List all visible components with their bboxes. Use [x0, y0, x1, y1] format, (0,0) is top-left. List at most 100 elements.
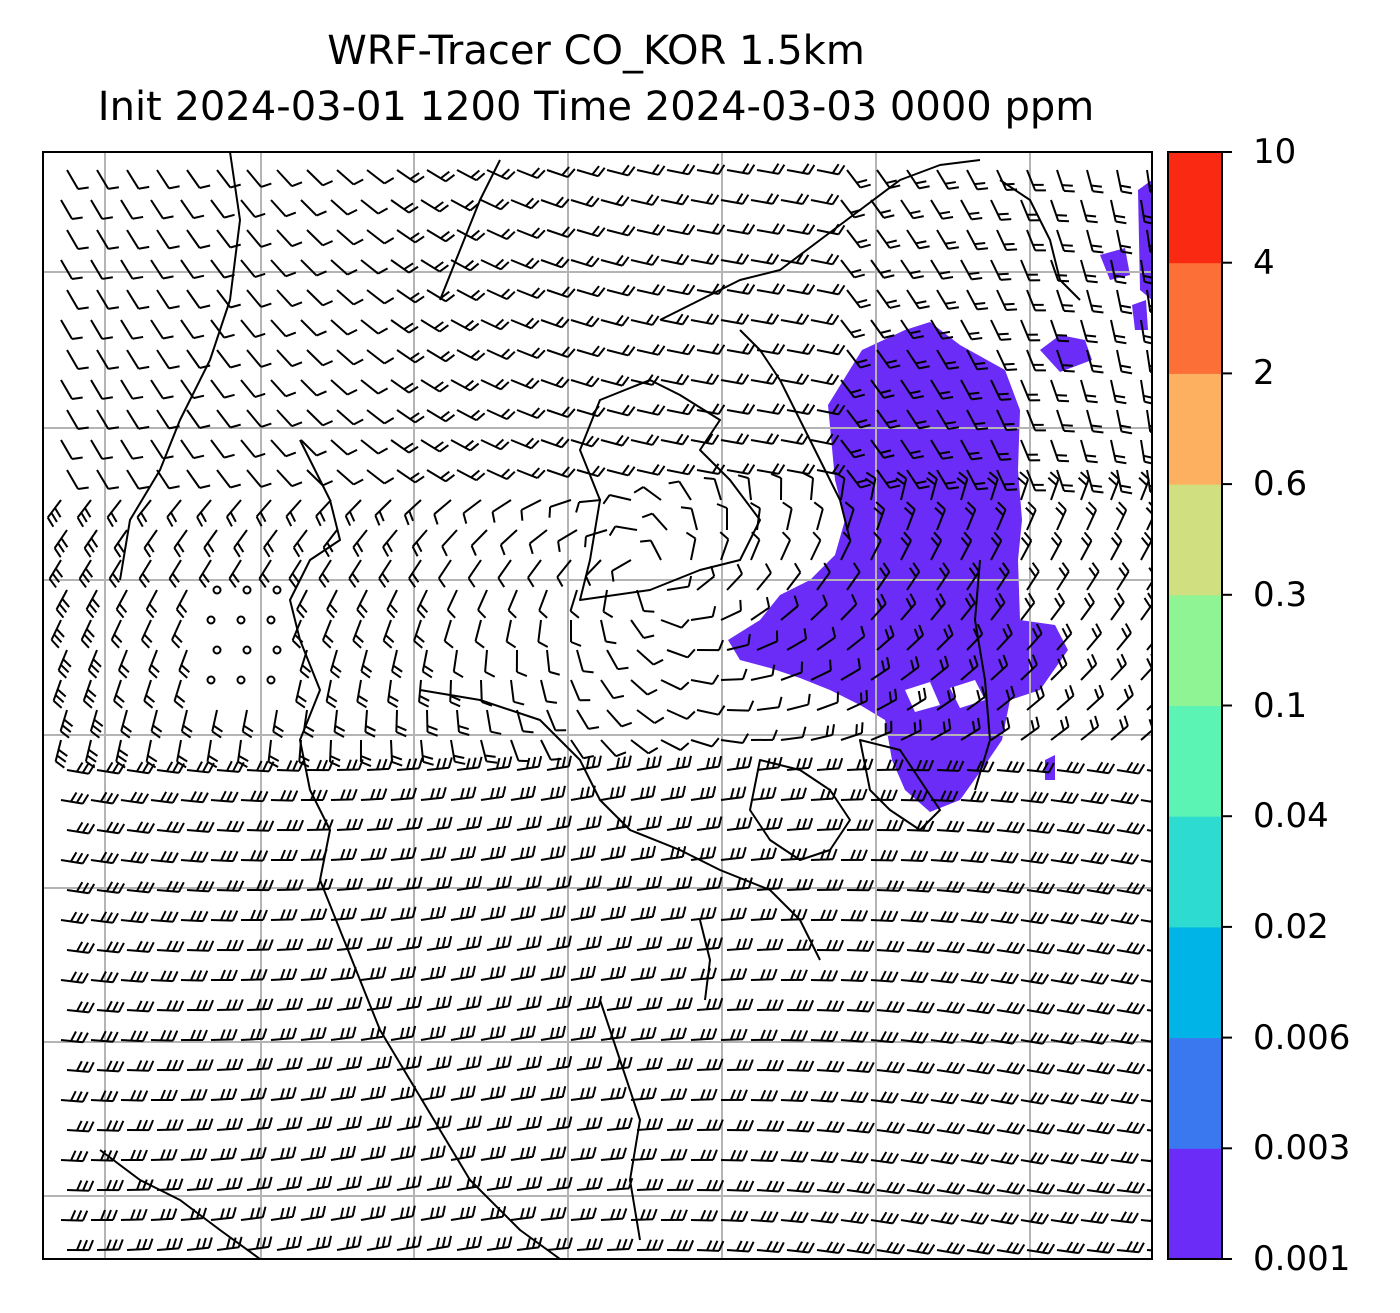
- wind-barb: [696, 163, 726, 175]
- wind-barb: [527, 559, 542, 588]
- wind-barb: [480, 258, 510, 271]
- wind-barb: [726, 756, 753, 771]
- wind-barb: [810, 724, 835, 741]
- wind-barb: [660, 906, 687, 921]
- wind-barb: [750, 531, 761, 561]
- wind-barb: [433, 499, 452, 525]
- wind-barb: [720, 599, 742, 621]
- wind-barb: [240, 909, 268, 921]
- wind-barb: [120, 1030, 149, 1043]
- plume-patch-3: [1138, 180, 1152, 300]
- wind-barb: [126, 1060, 155, 1072]
- wind-barb: [1080, 912, 1110, 925]
- wind-barb: [360, 319, 389, 335]
- wind-barb: [630, 1026, 657, 1041]
- wind-barb: [246, 1057, 274, 1071]
- wind-barb: [90, 971, 119, 984]
- wind-barb: [330, 788, 358, 801]
- wind-barb: [126, 761, 156, 775]
- wind-barb: [390, 906, 417, 921]
- wind-barb: [60, 319, 83, 341]
- wind-barb: [936, 562, 950, 591]
- wind-barb: [996, 1001, 1026, 1015]
- wind-barb: [306, 469, 334, 487]
- wind-barb: [690, 433, 720, 446]
- wind-barb: [90, 439, 113, 460]
- wind-barb: [846, 1000, 875, 1013]
- wind-barb: [1080, 715, 1100, 741]
- wind-barb: [786, 693, 811, 711]
- wind-barb: [756, 938, 784, 951]
- wind-barb: [156, 1000, 185, 1012]
- wind-barb: [210, 909, 239, 922]
- wind-barb: [840, 593, 858, 621]
- wind-barb: [570, 739, 595, 760]
- wind-barb: [576, 345, 606, 358]
- wind-barb: [276, 819, 304, 832]
- wind-barb: [240, 379, 266, 398]
- wind-barb: [50, 619, 65, 649]
- wind-barb: [666, 936, 693, 951]
- wind-barb: [450, 1025, 476, 1041]
- wind-barb: [120, 970, 149, 983]
- wind-barb: [840, 788, 868, 801]
- wind-barb: [1110, 852, 1140, 865]
- wind-barb: [930, 439, 954, 460]
- wind-barb: [126, 289, 150, 310]
- wind-barb: [870, 439, 895, 459]
- wind-barb: [750, 664, 776, 681]
- wind-barb: [606, 935, 633, 951]
- wind-barb: [150, 199, 174, 220]
- wind-barb: [240, 439, 266, 458]
- wind-barb: [780, 373, 810, 385]
- wind-barb: [321, 619, 334, 649]
- wind-barb: [1056, 1002, 1086, 1015]
- wind-barb: [516, 407, 546, 420]
- wind-barb: [703, 477, 722, 501]
- wind-barb: [46, 499, 62, 528]
- wind-barb: [156, 349, 180, 370]
- wind-barb: [996, 1062, 1026, 1075]
- wind-barb: [420, 319, 449, 333]
- wind-barb: [966, 941, 995, 954]
- wind-barb: [456, 709, 470, 736]
- wind-barb: [1086, 169, 1104, 194]
- wind-barb: [228, 559, 242, 588]
- wind-barb: [810, 253, 840, 266]
- wind-barb: [300, 319, 327, 337]
- wind-barb: [456, 995, 482, 1011]
- wind-barb: [140, 619, 153, 649]
- wind-barb: [426, 1055, 452, 1071]
- wind-barb: [956, 471, 969, 501]
- wind-barb: [548, 499, 572, 518]
- wind-barb: [720, 253, 750, 265]
- wind-barb: [352, 619, 364, 649]
- wind-barb: [156, 761, 185, 774]
- wind-barb: [1086, 623, 1103, 651]
- wind-barb: [462, 499, 482, 524]
- wind-barb: [90, 791, 120, 805]
- wind-barb: [211, 709, 224, 739]
- wind-barb: [570, 679, 591, 702]
- wind-barb: [930, 910, 959, 924]
- colorbar-tick-label: 0.02: [1253, 906, 1329, 947]
- wind-barb: [292, 529, 308, 558]
- wind-barb: [1056, 942, 1086, 955]
- wind-barb: [396, 169, 425, 184]
- wind-barb: [510, 965, 536, 981]
- wind-barb: [600, 434, 630, 447]
- wind-barb: [300, 908, 328, 921]
- wind-barb: [780, 787, 807, 801]
- wind-barb: [840, 259, 866, 279]
- wind-barb: [186, 409, 211, 429]
- wind-barb: [930, 1031, 960, 1045]
- wind-barb: [270, 849, 298, 861]
- wind-barb: [390, 739, 403, 767]
- colorbar-segment-8: [1168, 262, 1222, 374]
- wind-barb: [906, 880, 935, 893]
- wind-barb: [366, 817, 394, 831]
- wind-barb: [390, 439, 419, 454]
- wind-barb: [660, 433, 690, 446]
- wind-barb: [216, 880, 245, 892]
- wind-barb: [786, 163, 816, 176]
